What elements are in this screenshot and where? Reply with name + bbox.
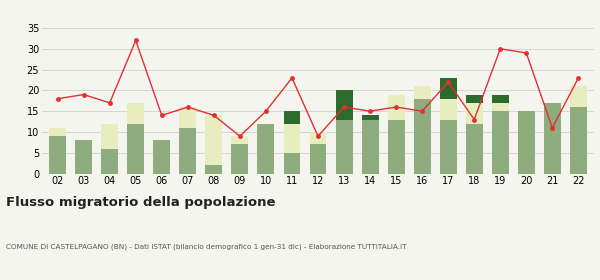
Bar <box>127 103 144 124</box>
Bar <box>179 128 196 174</box>
Bar <box>49 128 66 136</box>
Bar <box>232 144 248 174</box>
Bar <box>179 107 196 128</box>
Bar <box>440 78 457 99</box>
Bar <box>49 136 66 174</box>
Bar <box>466 124 482 174</box>
Bar <box>413 99 431 174</box>
Bar <box>284 124 301 153</box>
Bar <box>205 165 223 174</box>
Bar <box>466 103 482 124</box>
Bar <box>362 115 379 120</box>
Bar <box>518 111 535 174</box>
Bar <box>492 103 509 111</box>
Bar <box>570 107 587 174</box>
Bar <box>154 140 170 174</box>
Bar <box>101 124 118 149</box>
Text: Flusso migratorio della popolazione: Flusso migratorio della popolazione <box>6 196 275 209</box>
Bar <box>388 95 404 120</box>
Bar <box>492 95 509 103</box>
Bar <box>492 111 509 174</box>
Bar <box>284 153 301 174</box>
Bar <box>440 120 457 174</box>
Bar <box>544 103 561 174</box>
Bar <box>101 149 118 174</box>
Bar <box>466 95 482 103</box>
Bar <box>127 124 144 174</box>
Bar <box>284 111 301 124</box>
Bar <box>388 120 404 174</box>
Bar <box>310 132 326 144</box>
Bar <box>335 90 353 120</box>
Bar <box>232 136 248 144</box>
Bar <box>362 120 379 174</box>
Bar <box>413 86 431 99</box>
Bar <box>440 99 457 120</box>
Text: COMUNE DI CASTELPAGANO (BN) - Dati ISTAT (bilancio demografico 1 gen-31 dic) - E: COMUNE DI CASTELPAGANO (BN) - Dati ISTAT… <box>6 244 407 250</box>
Bar <box>570 86 587 107</box>
Bar <box>310 144 326 174</box>
Bar <box>257 124 274 174</box>
Bar <box>335 120 353 174</box>
Bar <box>205 115 223 165</box>
Bar <box>75 140 92 174</box>
